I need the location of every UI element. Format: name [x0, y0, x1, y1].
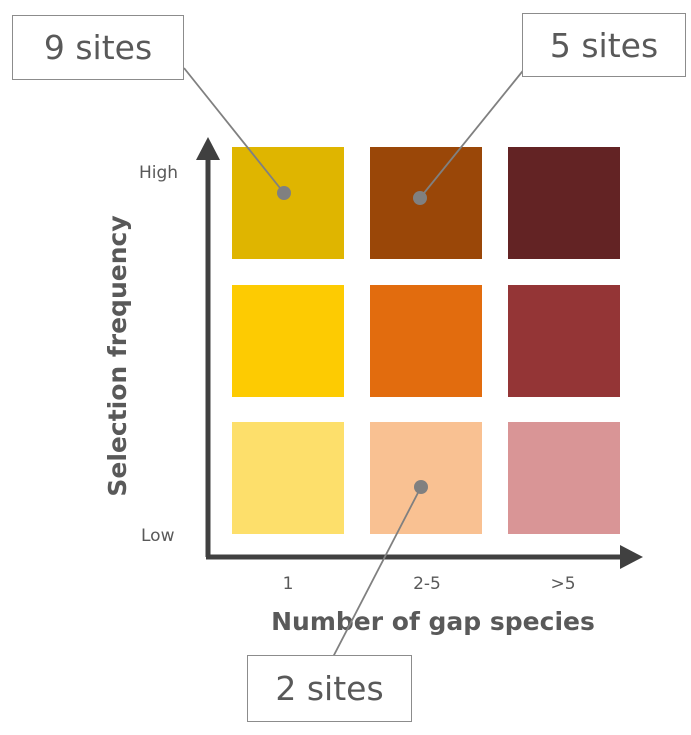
marker-5-sites	[413, 191, 427, 205]
callout-5-sites: 5 sites	[522, 13, 686, 77]
matrix-cells	[232, 147, 620, 534]
callout-5-sites-label: 5 sites	[549, 25, 659, 65]
cell-high-2to5	[370, 147, 482, 259]
cell-medium-2to5	[370, 285, 482, 397]
leader-line-9-sites	[183, 67, 285, 194]
callout-9-sites: 9 sites	[12, 15, 184, 80]
y-tick-low: Low	[141, 526, 175, 546]
callout-leaders	[183, 61, 531, 658]
cell-medium-1	[232, 285, 344, 397]
y-axis-arrowhead	[196, 137, 220, 160]
y-tick-high: High	[139, 163, 178, 183]
leader-line-2-sites	[332, 486, 422, 658]
cell-medium-gt5	[508, 285, 620, 397]
callout-2-sites: 2 sites	[247, 655, 412, 722]
y-axis-title: Selection frequency	[103, 215, 132, 496]
x-axis-title: Number of gap species	[271, 607, 595, 636]
axes	[196, 137, 643, 569]
marker-2-sites	[414, 480, 428, 494]
cell-low-gt5	[508, 422, 620, 534]
callout-9-sites-label: 9 sites	[43, 28, 153, 67]
x-axis-arrowhead	[620, 545, 643, 569]
x-tick-1: 1	[283, 574, 294, 594]
callout-2-sites-label: 2 sites	[275, 669, 384, 708]
cell-high-1	[232, 147, 344, 259]
marker-9-sites	[277, 186, 291, 200]
cell-low-1	[232, 422, 344, 534]
cell-low-2to5	[370, 422, 482, 534]
x-tick-gt5: >5	[550, 574, 575, 594]
x-tick-2-5: 2-5	[413, 574, 441, 594]
leader-line-5-sites	[419, 61, 531, 199]
cell-high-gt5	[508, 147, 620, 259]
